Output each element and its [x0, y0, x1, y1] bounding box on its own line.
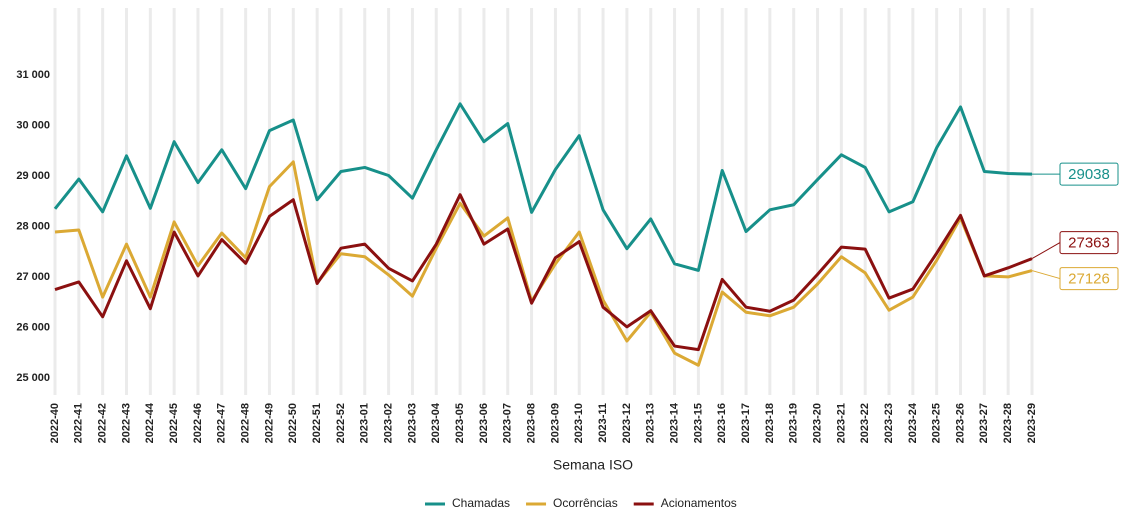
x-axis-label: Semana ISO — [553, 457, 633, 473]
x-tick-label: 2022-52 — [335, 403, 347, 443]
x-tick-label: 2022-45 — [168, 403, 180, 443]
x-tick-label: 2023-13 — [645, 403, 657, 443]
x-tick-label: 2023-29 — [1026, 403, 1038, 443]
x-tick-label: 2022-49 — [263, 403, 275, 443]
x-tick-label: 2022-46 — [192, 403, 204, 443]
x-tick-label: 2022-43 — [120, 403, 132, 443]
label-connector — [1031, 270, 1061, 280]
line-series — [54, 193, 1033, 352]
y-tick-label: 30 000 — [16, 119, 50, 131]
x-tick-label: 2023-23 — [883, 403, 895, 443]
x-tick-label: 2022-51 — [311, 403, 323, 443]
x-tick-label: 2023-08 — [525, 403, 537, 443]
value-label-box — [1059, 162, 1119, 186]
x-tick-label: 2023-01 — [359, 403, 371, 443]
x-tick-label: 2023-15 — [692, 403, 704, 443]
x-tick-label: 2023-22 — [859, 403, 871, 443]
value-label-box — [1059, 231, 1119, 255]
x-tick-label: 2022-48 — [240, 403, 252, 443]
x-tick-label: 2022-41 — [73, 403, 85, 443]
y-tick-label: 27 000 — [16, 271, 50, 283]
x-tick-label: 2022-44 — [144, 402, 156, 443]
y-tick-label: 25 000 — [16, 372, 50, 384]
y-tick-label: 29 000 — [16, 170, 50, 182]
x-tick-label: 2023-20 — [811, 403, 823, 443]
x-tick-label: 2022-50 — [287, 403, 299, 443]
x-tick-label: 2022-40 — [49, 403, 61, 443]
x-tick-label: 2023-04 — [430, 402, 442, 443]
x-tick-label: 2023-07 — [502, 403, 514, 443]
value-label: 27363 — [1068, 235, 1110, 252]
x-tick-label: 2023-19 — [788, 403, 800, 443]
x-tick-label: 2023-11 — [597, 403, 609, 443]
x-tick-label: 2023-27 — [978, 403, 990, 443]
x-tick-label: 2023-03 — [406, 403, 418, 443]
value-label: 29038 — [1068, 166, 1110, 183]
x-tick-label: 2023-26 — [954, 403, 966, 443]
x-tick-label: 2023-24 — [907, 402, 919, 443]
x-tick-label: 2022-42 — [97, 403, 109, 443]
x-tick-label: 2023-16 — [716, 403, 728, 443]
value-label-box — [1059, 267, 1119, 291]
x-tick-label: 2023-12 — [621, 403, 633, 443]
label-connector — [1031, 242, 1061, 260]
y-tick-label: 31 000 — [16, 69, 50, 81]
x-tick-label: 2023-10 — [573, 403, 585, 443]
line-series — [53, 102, 1033, 272]
x-tick-label: 2023-09 — [549, 403, 561, 443]
x-tick-label: 2023-21 — [835, 403, 847, 443]
legend-label: Ocorrências — [553, 496, 618, 510]
y-tick-label: 26 000 — [16, 321, 50, 333]
legend-label: Chamadas — [452, 496, 510, 510]
y-tick-label: 28 000 — [16, 220, 50, 232]
x-tick-label: 2023-14 — [668, 402, 680, 443]
x-tick-label: 2023-25 — [931, 403, 943, 443]
x-tick-label: 2023-02 — [383, 403, 395, 443]
x-tick-label: 2023-05 — [454, 403, 466, 443]
x-tick-label: 2023-18 — [764, 403, 776, 443]
legend-label: Acionamentos — [661, 496, 737, 510]
x-tick-label: 2022-47 — [216, 403, 228, 443]
value-label: 27126 — [1068, 271, 1110, 288]
x-tick-label: 2023-28 — [1002, 403, 1014, 443]
x-tick-label: 2023-06 — [478, 403, 490, 443]
x-tick-label: 2023-17 — [740, 403, 752, 443]
